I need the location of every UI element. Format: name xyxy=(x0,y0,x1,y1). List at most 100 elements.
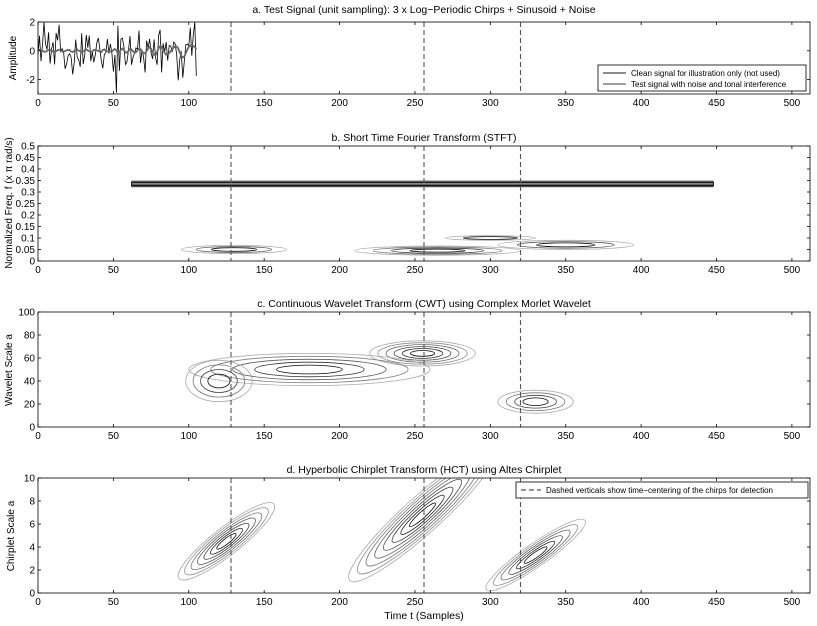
x-tick-label-c-10: 500 xyxy=(784,431,801,442)
y-tick-label-b-5: 0.25 xyxy=(16,199,36,210)
contour-b-4-1 xyxy=(462,236,518,240)
x-axis-label: Time t (Samples) xyxy=(384,610,464,622)
y-tick-label-b-2: 0.1 xyxy=(21,234,35,245)
x-tick-label-d-2: 100 xyxy=(180,597,197,608)
panel-c-axes-box xyxy=(37,311,811,428)
contour-c-0-0 xyxy=(369,340,476,367)
contour-d-2-1 xyxy=(493,524,579,586)
contour-d-1-6 xyxy=(400,494,445,535)
contour-c-1-4 xyxy=(276,364,343,375)
panel-b-content xyxy=(131,180,714,256)
contour-c-1-3 xyxy=(254,361,365,378)
contour-d-0-3 xyxy=(197,517,256,565)
panel-c-plot: 0 50 100 150 200 250 300 350 400 450 500 0 20 40 60 80 1… xyxy=(18,308,811,442)
contour-d-0-2 xyxy=(190,512,263,571)
contour-b-1-0 xyxy=(180,244,288,254)
contour-c-3-3 xyxy=(522,397,549,406)
x-tick-label-a-4: 200 xyxy=(331,98,348,109)
x-tick-label-c-9: 450 xyxy=(708,431,725,442)
x-tick-label-c-2: 100 xyxy=(180,431,197,442)
panel-a-axes-box xyxy=(37,21,811,95)
contour-d-2-3 xyxy=(508,535,563,575)
x-tick-label-c-8: 400 xyxy=(633,431,650,442)
x-tick-label-b-1: 50 xyxy=(108,265,120,276)
x-tick-label-d-0: 0 xyxy=(35,597,41,608)
panel-c-content xyxy=(185,340,574,414)
y-tick-label-b-8: 0.4 xyxy=(21,165,35,176)
x-tick-label-d-5: 250 xyxy=(407,597,424,608)
panel-a-content xyxy=(38,22,198,93)
y-tick-label-a-1: 0 xyxy=(29,46,35,57)
panel-c: c. Continuous Wavelet Transform (CWT) us… xyxy=(4,298,811,442)
contour-b-2-1 xyxy=(372,246,503,255)
y-tick-label-b-9: 0.45 xyxy=(16,153,36,164)
x-tick-label-c-1: 50 xyxy=(108,431,120,442)
contour-b-2-2 xyxy=(391,247,485,254)
contour-c-1-2 xyxy=(232,358,387,381)
panel-d: d. Hyperbolic Chirplet Transform (HCT) u… xyxy=(6,464,811,622)
contour-c-0-3 xyxy=(393,346,452,361)
x-tick-label-d-8: 400 xyxy=(633,597,650,608)
contour-c-0-2 xyxy=(385,344,460,363)
y-tick-label-c-0: 0 xyxy=(29,423,35,434)
x-tick-label-c-5: 250 xyxy=(407,431,424,442)
contour-b-1-2 xyxy=(211,247,258,252)
y-tick-label-d-0: 0 xyxy=(29,589,35,600)
y-tick-label-d-5: 10 xyxy=(24,474,36,485)
panel-d-ylabel: Chirplet Scale a xyxy=(6,500,17,571)
y-tick-label-b-6: 0.3 xyxy=(21,188,35,199)
x-tick-label-d-4: 200 xyxy=(331,597,348,608)
contour-c-0-1 xyxy=(377,342,468,365)
contour-d-1-5 xyxy=(391,486,454,543)
x-tick-label-a-1: 50 xyxy=(108,98,120,109)
x-tick-label-c-7: 350 xyxy=(557,431,574,442)
series-noisy-line xyxy=(38,22,197,93)
contour-d-2-5 xyxy=(523,546,548,564)
y-tick-label-a-0: -2 xyxy=(26,75,35,86)
contour-b-4-0 xyxy=(444,235,536,241)
contour-d-0-6 xyxy=(216,533,237,550)
x-tick-label-b-10: 500 xyxy=(784,265,801,276)
y-tick-label-d-1: 2 xyxy=(29,566,35,577)
x-tick-label-a-3: 150 xyxy=(256,98,273,109)
x-tick-label-b-9: 450 xyxy=(708,265,725,276)
y-tick-label-d-2: 4 xyxy=(29,543,35,554)
legend-clean-label: Clean signal for illustration only (not … xyxy=(631,69,780,78)
panel-a-ylabel: Amplitude xyxy=(8,35,19,80)
x-tick-label-c-3: 150 xyxy=(256,431,273,442)
contour-d-2-2 xyxy=(500,529,571,581)
contour-d-0-1 xyxy=(184,507,269,576)
x-tick-label-c-4: 200 xyxy=(331,431,348,442)
panel-b-plot: 0 50 100 150 200 250 300 350 400 450 50000.050.10.… xyxy=(16,142,811,276)
x-tick-label-a-2: 100 xyxy=(180,98,197,109)
contour-d-1-4 xyxy=(382,478,463,551)
x-tick-label-c-6: 300 xyxy=(482,431,499,442)
y-tick-label-b-0: 0 xyxy=(29,257,35,268)
y-tick-label-c-1: 20 xyxy=(24,400,36,411)
panel-b-ylabel: Normalized Freq. f (x π rad/s) xyxy=(4,137,15,268)
y-tick-label-d-4: 8 xyxy=(29,497,35,508)
contour-b-3-2 xyxy=(536,242,596,248)
contour-c-3-0 xyxy=(497,389,574,414)
x-tick-label-b-5: 250 xyxy=(407,265,424,276)
contour-c-1-1 xyxy=(210,355,409,384)
contour-d-1-1 xyxy=(356,478,489,575)
contour-d-1-2 xyxy=(365,478,480,567)
panel-a-plot: 0 50 100 150 200 250 300 350 400 450 500 -2 0 2 xyxy=(26,18,811,109)
contour-c-2-3 xyxy=(207,373,231,389)
x-tick-label-b-7: 350 xyxy=(557,265,574,276)
x-tick-label-a-7: 350 xyxy=(557,98,574,109)
x-tick-label-d-7: 350 xyxy=(557,597,574,608)
x-tick-label-b-8: 400 xyxy=(633,265,650,276)
contour-c-2-2 xyxy=(200,369,238,393)
x-tick-label-d-3: 150 xyxy=(256,597,273,608)
contour-d-1-7 xyxy=(409,502,436,528)
panel-c-title: c. Continuous Wavelet Transform (CWT) us… xyxy=(257,298,591,310)
x-tick-label-d-1: 50 xyxy=(108,597,120,608)
panel-c-ylabel: Wavelet Scale a xyxy=(4,334,15,406)
x-tick-label-b-6: 300 xyxy=(482,265,499,276)
panel-d-legend-box xyxy=(515,481,809,499)
panel-d-axes-box xyxy=(37,477,811,594)
contour-c-0-4 xyxy=(401,348,444,359)
series-clean-line xyxy=(38,44,198,59)
